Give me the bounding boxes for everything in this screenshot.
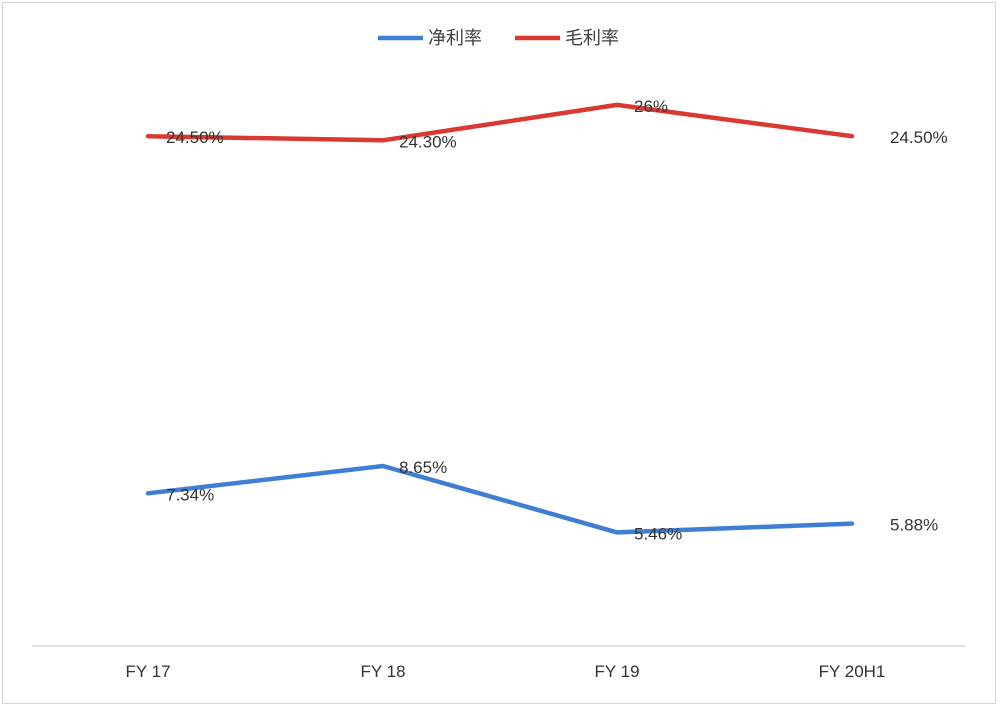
data-label: 26% [634, 97, 668, 116]
data-label: 5.46% [634, 524, 682, 543]
data-label: 24.50% [166, 128, 224, 147]
x-axis-tick-labels: FY 17 FY 18 FY 19 FY 20H1 [125, 662, 885, 681]
series-line-0 [145, 463, 855, 535]
x-tick-label: FY 20H1 [819, 662, 886, 681]
data-label: 8.65% [399, 458, 447, 477]
data-label: 5.88% [890, 516, 938, 535]
data-label: 24.30% [399, 132, 457, 151]
x-tick-label: FY 18 [360, 662, 405, 681]
legend-label: 净利率 [428, 28, 482, 49]
x-tick-label: FY 17 [125, 662, 170, 681]
legend-label: 毛利率 [565, 28, 619, 49]
data-label: 7.34% [166, 485, 214, 504]
x-tick-label: FY 19 [594, 662, 639, 681]
data-labels: 7.34% 8.65% 5.46% 5.88% 24.50% 24.30% 26% 24.50… [166, 97, 948, 543]
series-line-1 [145, 102, 855, 143]
legend: 净利率 毛利率 [378, 28, 619, 49]
data-label: 24.50% [890, 128, 948, 147]
series-lines [145, 102, 855, 535]
